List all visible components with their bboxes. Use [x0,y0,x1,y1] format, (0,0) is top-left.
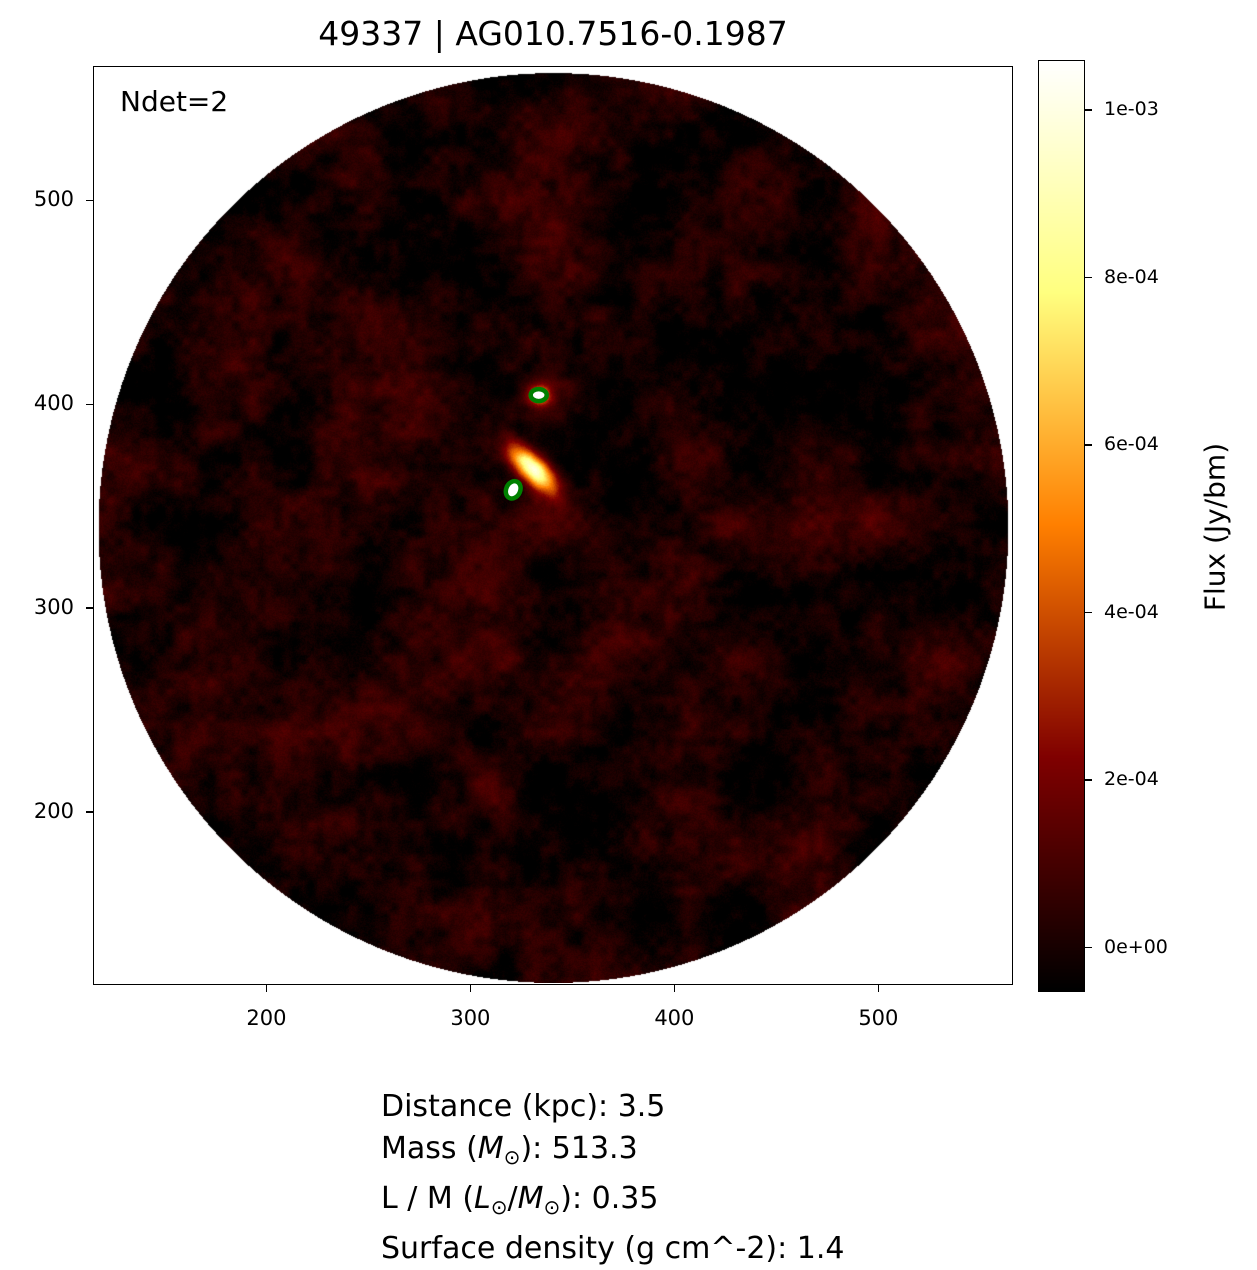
sun-symbol: ⊙ [503,1145,521,1169]
x-tick-label: 200 [246,1006,287,1030]
x-tick-mark [877,985,880,992]
detection-contour [503,478,523,501]
x-tick-label: 300 [450,1006,491,1030]
colorbar [1038,60,1085,992]
y-tick-label: 200 [33,798,74,823]
y-tick-mark [86,199,93,202]
slash: / [507,1181,518,1216]
mass-symbol: M [517,1181,544,1216]
y-tick-mark [86,403,93,405]
distance-label: Distance (kpc): [381,1089,618,1124]
colorbar-tick-label: 6e-04 [1104,433,1159,456]
colorbar-tick-mark [1085,611,1092,614]
colorbar-tick-mark [1085,109,1092,111]
y-tick-mark [86,607,93,609]
detection-contour [528,386,549,404]
ndet-annotation: Ndet=2 [120,85,229,118]
mass-symbol: M [477,1131,504,1166]
colorbar-tick-mark [1085,444,1092,446]
mass-label-end: ): [520,1131,552,1166]
chart-title: 49337 | AG010.7516-0.1987 [318,14,788,53]
colorbar-tick-mark [1085,946,1092,949]
lm-label: L / M ( [381,1181,475,1216]
colorbar-tick-label: 2e-04 [1104,768,1159,791]
lum-symbol: L [474,1181,491,1216]
colorbar-tick-label: 4e-04 [1104,600,1159,623]
detection-contours [503,386,549,501]
surface-density-value: 1.4 [796,1231,845,1266]
y-tick-mark [86,811,93,813]
y-tick-label: 300 [33,595,74,620]
plot-area: Ndet=2 [93,66,1013,985]
colorbar-tick-mark [1085,779,1092,781]
lm-line: L / M (L⊙/M⊙): 0.35 [381,1178,844,1228]
mass-label: Mass ( [381,1131,478,1166]
lm-value: 0.35 [591,1181,659,1216]
colorbar-tick-label: 1e-03 [1104,98,1159,121]
x-tick-label: 400 [654,1006,695,1030]
colorbar-gradient [1039,61,1084,991]
sun-symbol: ⊙ [490,1195,508,1219]
source-info: Distance (kpc): 3.5 Mass (M⊙): 513.3 L /… [381,1086,844,1270]
x-tick-mark [673,985,676,992]
x-tick-mark [265,985,268,992]
mass-value: 513.3 [551,1131,638,1166]
colorbar-tick-label: 0e+00 [1104,935,1168,958]
surface-density-label: Surface density (g cm^-2): [381,1231,797,1266]
flux-image [94,67,1011,983]
x-tick-mark [469,985,472,992]
colorbar-label: Flux (Jy/bm) [1198,442,1232,612]
colorbar-tick-label: 8e-04 [1104,265,1159,288]
colorbar-tick-mark [1085,276,1092,279]
surface-density-line: Surface density (g cm^-2): 1.4 [381,1228,844,1270]
mass-line: Mass (M⊙): 513.3 [381,1128,844,1178]
y-tick-label: 400 [33,391,74,416]
x-tick-label: 500 [858,1006,899,1030]
distance-value: 3.5 [617,1089,666,1124]
y-tick-label: 500 [33,187,74,212]
lm-label-end: ): [560,1181,592,1216]
distance-line: Distance (kpc): 3.5 [381,1086,844,1128]
sun-symbol: ⊙ [543,1195,561,1219]
